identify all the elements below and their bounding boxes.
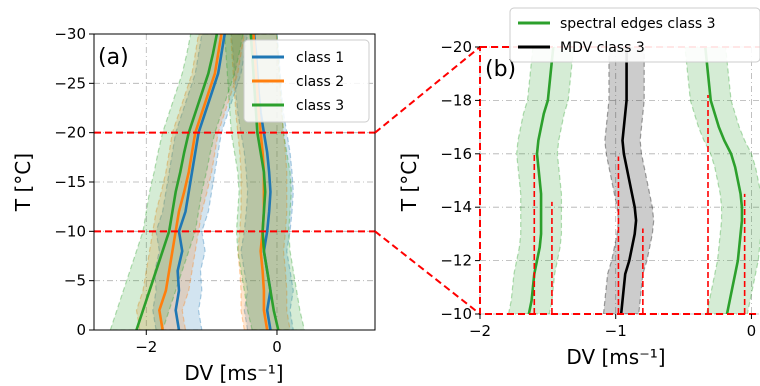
legend-entry: class 1 (296, 50, 344, 66)
y-tick-label: −20 (440, 38, 472, 56)
panel-b-xlabel: DV [ms⁻¹] (566, 345, 665, 369)
panel-b-lines (527, 47, 744, 314)
y-tick-label: −16 (440, 145, 472, 163)
y-tick-label: 0 (76, 321, 86, 339)
legend-box (243, 39, 370, 123)
y-tick-label: −18 (440, 91, 472, 109)
y-tick-label: −10 (440, 305, 472, 323)
y-tick-label: −10 (54, 222, 86, 240)
panel-b-ticks: −10−12−14−16−18−20−2 −1 0 (440, 38, 756, 340)
panel-b-legend: spectral edges class 3 MDV class 3 (509, 7, 760, 63)
panel-b-dashed-markers (533, 95, 746, 314)
panel-a-ylabel: T [°C] (11, 153, 35, 212)
x-tick-label: −2 (469, 322, 491, 340)
panel-a-xlabel: DV [ms⁻¹] (184, 361, 283, 385)
y-tick-label: −12 (440, 252, 472, 270)
x-tick-label: −2 (135, 338, 157, 356)
series-line (527, 47, 555, 314)
zoom-connectors (374, 46, 481, 315)
y-tick-label: −30 (54, 25, 86, 43)
panel-b-frame (479, 46, 760, 315)
legend-entry: class 2 (296, 74, 344, 90)
series-line (135, 34, 219, 330)
x-tick-label: 0 (747, 322, 757, 340)
zoom-line-top (374, 46, 481, 134)
x-tick-label: −1 (605, 322, 627, 340)
panel-a-legend: class 1 class 2 class 3 (243, 39, 370, 123)
panel-b-bands (507, 47, 760, 314)
series-band (152, 34, 249, 330)
series-band (684, 47, 760, 314)
y-tick-label: −15 (54, 173, 86, 191)
x-tick-label: 0 (272, 338, 282, 356)
y-tick-label: −14 (440, 198, 472, 216)
series-line (619, 47, 638, 314)
legend-entry: class 3 (296, 98, 344, 114)
series-band (507, 47, 575, 314)
panel-a-label: (a) (98, 45, 129, 70)
series-line (703, 47, 744, 314)
y-tick-label: −20 (54, 124, 86, 142)
legend-entry: MDV class 3 (560, 40, 645, 56)
y-tick-label: −25 (54, 74, 86, 92)
y-tick-label: −5 (64, 272, 86, 290)
legend-entry: spectral edges class 3 (560, 16, 716, 32)
panel-a-ticks: 0−5−10−15−20−25−30−2 0 (54, 25, 281, 356)
series-line (174, 34, 226, 330)
legend-box (509, 7, 760, 63)
series-line (158, 34, 223, 330)
zoom-line-bottom (374, 230, 481, 315)
panel-a-highlight-lines (94, 131, 375, 233)
panel-b: −10−12−14−16−18−20−2 −1 0 (b) spectral edg… (397, 7, 760, 369)
panel-b-ylabel: T [°C] (397, 153, 421, 212)
